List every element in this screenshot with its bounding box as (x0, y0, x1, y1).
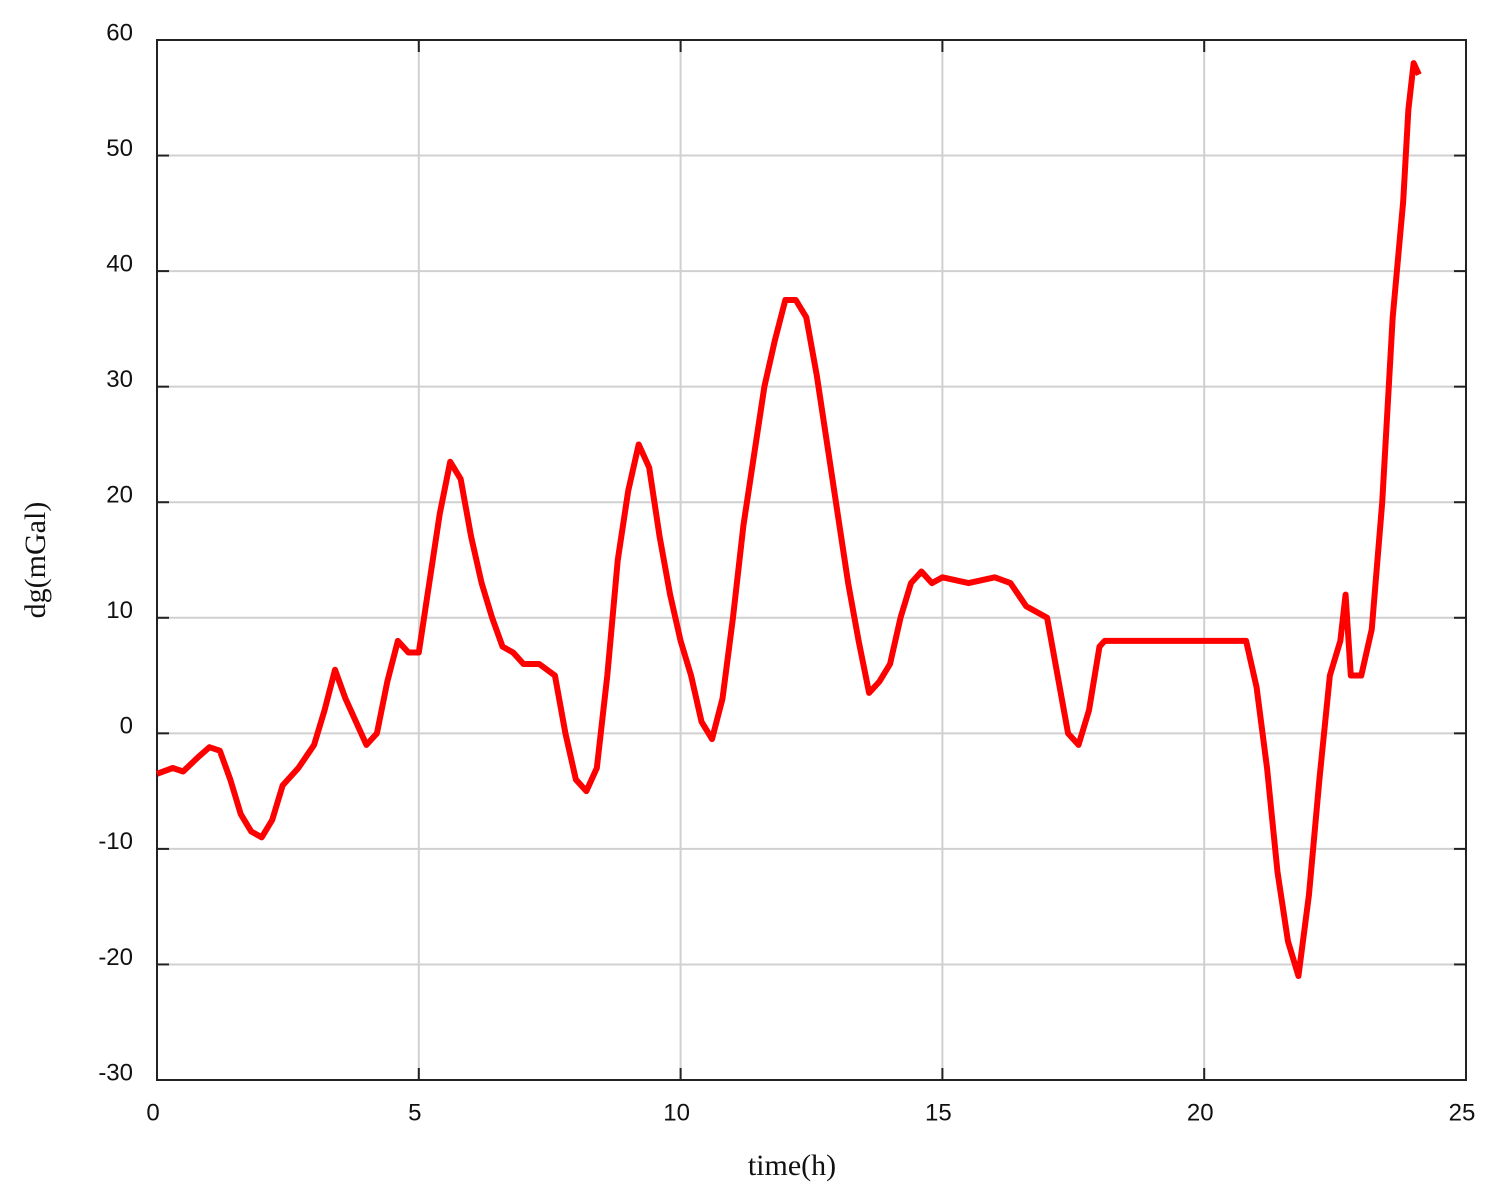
y-tick-label: 30 (106, 366, 133, 393)
x-tick-label: 0 (146, 1099, 159, 1126)
y-tick-label: 0 (120, 713, 133, 740)
x-axis-label: time(h) (748, 1149, 836, 1182)
x-tick-label: 10 (663, 1099, 690, 1126)
y-axis-label: dg(mGal) (19, 502, 52, 619)
x-tick-label: 5 (408, 1099, 421, 1126)
y-tick-label: 20 (106, 482, 133, 509)
x-tick-label: 15 (925, 1099, 952, 1126)
y-tick-label: 10 (106, 597, 133, 624)
y-tick-label: -30 (98, 1059, 133, 1086)
x-tick-label: 20 (1187, 1099, 1214, 1126)
plot-frame (156, 39, 1467, 1081)
data-line (155, 60, 1422, 979)
y-tick-label: -10 (98, 828, 133, 855)
y-tick-label: 40 (106, 250, 133, 277)
y-tick-label: 50 (106, 135, 133, 162)
x-tick-label: 25 (1449, 1099, 1476, 1126)
y-tick-label: 60 (106, 19, 133, 46)
y-tick-label: -20 (98, 944, 133, 971)
